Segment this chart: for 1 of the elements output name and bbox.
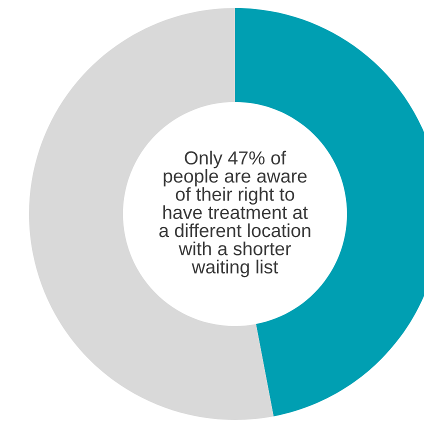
text: Only 47% of people are aware of their right to have treatment at a different location with a shorter waiting list (159, 150, 310, 278)
